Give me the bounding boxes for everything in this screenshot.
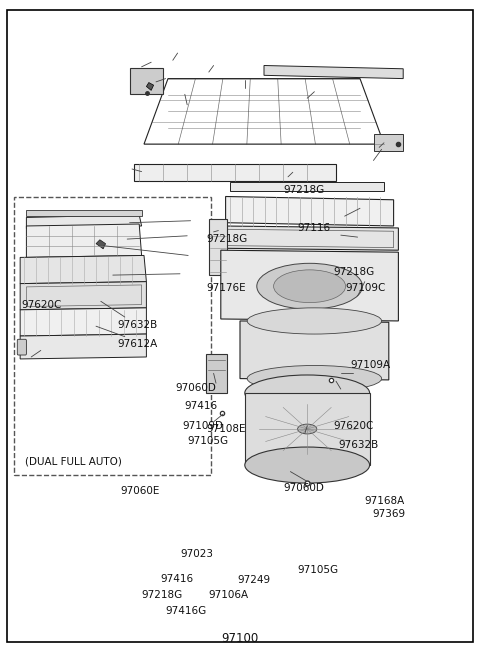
Text: 97218G: 97218G (142, 590, 183, 599)
Ellipse shape (247, 365, 382, 392)
Ellipse shape (274, 270, 346, 303)
Ellipse shape (298, 424, 317, 434)
Polygon shape (226, 196, 394, 226)
Ellipse shape (245, 375, 370, 411)
Ellipse shape (257, 263, 362, 309)
Polygon shape (374, 134, 403, 151)
Bar (206, 354, 227, 393)
Text: 97612A: 97612A (118, 339, 158, 349)
Text: 97105G: 97105G (187, 436, 228, 445)
Text: 97108E: 97108E (206, 424, 246, 434)
Text: (DUAL FULL AUTO): (DUAL FULL AUTO) (25, 457, 122, 466)
Text: 97176E: 97176E (206, 283, 246, 293)
Polygon shape (20, 282, 146, 310)
Polygon shape (230, 182, 384, 191)
FancyBboxPatch shape (134, 164, 336, 181)
Polygon shape (264, 66, 403, 79)
Polygon shape (240, 321, 389, 380)
Text: 97416G: 97416G (166, 606, 207, 616)
Polygon shape (221, 226, 398, 250)
Text: 97632B: 97632B (338, 440, 379, 450)
FancyBboxPatch shape (17, 339, 26, 355)
Text: 97369: 97369 (372, 509, 405, 519)
Bar (130, 68, 163, 94)
Text: 97106A: 97106A (209, 590, 249, 599)
Text: 97632B: 97632B (118, 320, 158, 329)
Polygon shape (20, 334, 146, 359)
Text: 97060E: 97060E (120, 486, 159, 496)
Polygon shape (26, 215, 142, 229)
Text: 97168A: 97168A (365, 496, 405, 506)
Ellipse shape (245, 447, 370, 483)
Text: 97109A: 97109A (350, 360, 391, 370)
Text: 97218G: 97218G (334, 267, 375, 277)
Text: 97060D: 97060D (283, 483, 324, 493)
Text: 97620C: 97620C (334, 421, 374, 431)
Text: 97105G: 97105G (298, 565, 339, 574)
Text: 97060D: 97060D (175, 383, 216, 392)
Text: 97109D: 97109D (182, 421, 223, 430)
Bar (26, 210, 142, 216)
Text: 97023: 97023 (180, 549, 213, 559)
Polygon shape (20, 255, 146, 284)
Text: 97416: 97416 (161, 574, 194, 584)
Polygon shape (26, 224, 142, 257)
Ellipse shape (247, 308, 382, 334)
Bar (209, 219, 227, 275)
Polygon shape (96, 240, 106, 249)
Text: 97218G: 97218G (206, 234, 248, 244)
Text: 97218G: 97218G (283, 185, 324, 195)
Text: 97116: 97116 (298, 223, 331, 233)
Bar (14, 196, 211, 475)
Text: 97249: 97249 (238, 575, 271, 585)
Text: 97416: 97416 (185, 401, 218, 411)
Polygon shape (221, 250, 398, 321)
Text: 97620C: 97620C (22, 300, 62, 310)
Polygon shape (20, 308, 146, 336)
Text: 97100: 97100 (221, 632, 259, 645)
Polygon shape (146, 83, 154, 90)
Polygon shape (245, 393, 370, 465)
Text: 97109C: 97109C (346, 283, 386, 293)
